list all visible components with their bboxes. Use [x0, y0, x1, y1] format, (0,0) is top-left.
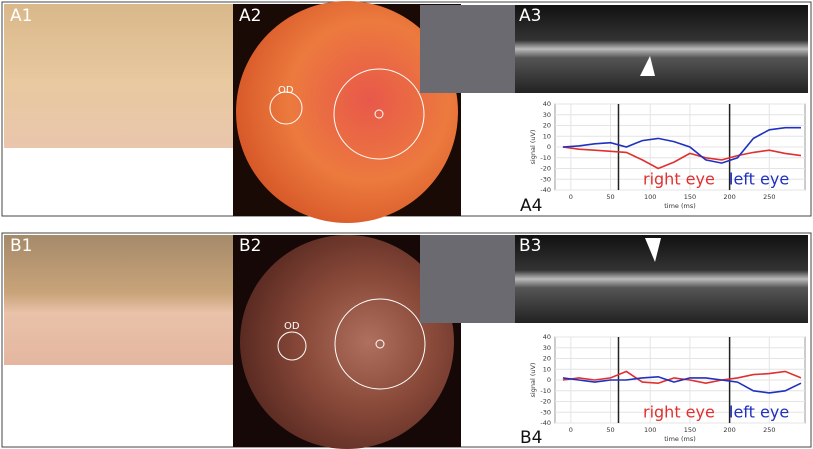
- x-tick-label: 150: [684, 426, 696, 434]
- circle: [277, 331, 307, 361]
- panel-label: B3: [519, 236, 541, 256]
- series-line: [562, 146, 802, 170]
- y-tick-label: -10: [540, 387, 551, 395]
- y-tick-label: -40: [540, 186, 551, 194]
- oct: [515, 5, 808, 93]
- x-tick-label: 100: [644, 193, 656, 201]
- oct: [515, 235, 808, 323]
- y-axis-label: signal (uV): [529, 363, 537, 398]
- legend-label: left eye: [729, 170, 789, 189]
- arrowhead: [645, 238, 661, 262]
- y-tick-label: 10: [543, 132, 551, 140]
- panel-label: A2: [239, 6, 261, 26]
- panel-label: A1: [10, 6, 32, 26]
- x-tick-label: 250: [763, 426, 775, 434]
- x-tick-label: 200: [723, 426, 735, 434]
- fundus: [240, 235, 454, 449]
- x-tick-label: 0: [569, 426, 573, 434]
- y-tick-label: 0: [547, 376, 551, 384]
- x-tick-label: 100: [644, 426, 656, 434]
- y-tick-label: 30: [543, 111, 551, 119]
- y-tick-label: 40: [543, 100, 551, 108]
- od-label: OD: [284, 321, 300, 332]
- scan-thumb: [420, 235, 515, 323]
- series-line: [562, 370, 802, 385]
- circle: [374, 109, 384, 119]
- panel-label: B4: [520, 428, 542, 448]
- y-tick-label: 10: [543, 365, 551, 373]
- legend-label: right eye: [643, 403, 715, 422]
- arrowhead: [640, 56, 655, 76]
- x-axis-label: time (ms): [664, 202, 696, 210]
- y-tick-label: 40: [543, 333, 551, 341]
- x-tick-label: 50: [606, 426, 614, 434]
- x-tick-label: 150: [684, 193, 696, 201]
- y-tick-label: -10: [540, 154, 551, 162]
- x-tick-label: 50: [606, 193, 614, 201]
- x-tick-label: 0: [569, 193, 573, 201]
- photo: [4, 235, 233, 365]
- circle: [269, 91, 303, 125]
- y-tick-label: -20: [540, 165, 551, 173]
- y-tick-label: 20: [543, 355, 551, 363]
- scan-thumb: [420, 5, 515, 93]
- circle: [375, 339, 385, 349]
- y-tick-label: -20: [540, 398, 551, 406]
- y-tick-label: 30: [543, 344, 551, 352]
- y-tick-label: -30: [540, 175, 551, 183]
- photo: [4, 4, 233, 148]
- series-line: [562, 126, 801, 164]
- y-tick-label: 0: [547, 143, 551, 151]
- panel-label: A3: [519, 6, 541, 26]
- circle: [334, 298, 426, 390]
- x-tick-label: 250: [763, 193, 775, 201]
- x-axis-label: time (ms): [664, 435, 696, 443]
- y-axis-label: signal (uV): [529, 130, 537, 165]
- panel-label: B2: [239, 236, 261, 256]
- legend-label: left eye: [729, 403, 789, 422]
- panel-label: B1: [10, 236, 32, 256]
- y-tick-label: -40: [540, 419, 551, 427]
- circle: [333, 68, 425, 160]
- panel-label: A4: [520, 196, 542, 216]
- series-line: [562, 375, 802, 394]
- legend-label: right eye: [643, 170, 715, 189]
- y-tick-label: -30: [540, 408, 551, 416]
- y-tick-label: 20: [543, 122, 551, 130]
- fundus: [236, 1, 458, 223]
- od-label: OD: [278, 85, 294, 96]
- x-tick-label: 200: [723, 193, 735, 201]
